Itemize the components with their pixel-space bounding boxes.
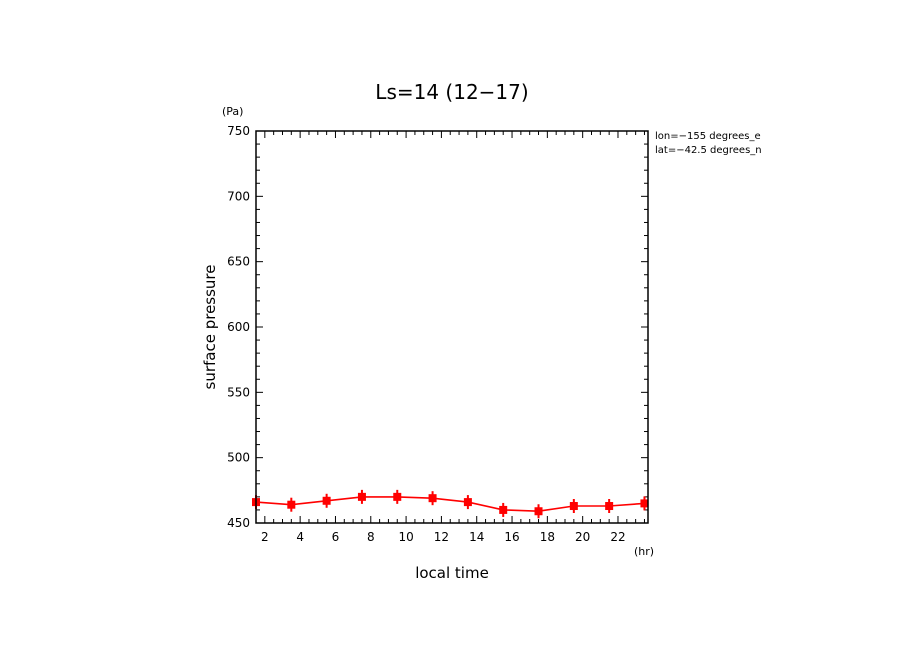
- x-tick-label: 22: [610, 530, 625, 544]
- x-unit-label: (hr): [634, 545, 654, 558]
- x-tick-label: 8: [367, 530, 375, 544]
- axes: 450 500 550 600 650 700 750 2 4 6 8 10 12 14 16 18 20 22: [227, 124, 648, 544]
- y-tick-label: 450: [227, 516, 250, 530]
- data-series: [252, 489, 649, 519]
- y-axis-label: surface pressure: [201, 265, 219, 390]
- x-axis-label: local time: [415, 564, 489, 582]
- y-tick-label: 500: [227, 451, 250, 465]
- y-tick-label: 700: [227, 189, 250, 203]
- x-tick-label: 10: [398, 530, 413, 544]
- x-tick-label: 18: [540, 530, 555, 544]
- lat-annotation: lat=−42.5 degrees_n: [655, 145, 762, 156]
- x-tick-label: 4: [296, 530, 304, 544]
- y-tick-label: 750: [227, 124, 250, 138]
- x-tick-label: 14: [469, 530, 484, 544]
- x-tick-label: 2: [261, 530, 269, 544]
- y-unit-label: (Pa): [222, 105, 243, 118]
- y-tick-label: 650: [227, 255, 250, 269]
- x-tick-label: 20: [575, 530, 590, 544]
- series-line: [255, 496, 645, 513]
- chart-title: Ls=14 (12−17): [375, 80, 528, 104]
- y-tick-label: 600: [227, 320, 250, 334]
- lon-annotation: lon=−155 degrees_e: [655, 131, 761, 142]
- plot-frame: [255, 130, 649, 524]
- y-tick-label: 550: [227, 385, 250, 399]
- x-tick-label: 6: [332, 530, 340, 544]
- x-tick-label: 16: [504, 530, 519, 544]
- x-tick-label: 12: [434, 530, 449, 544]
